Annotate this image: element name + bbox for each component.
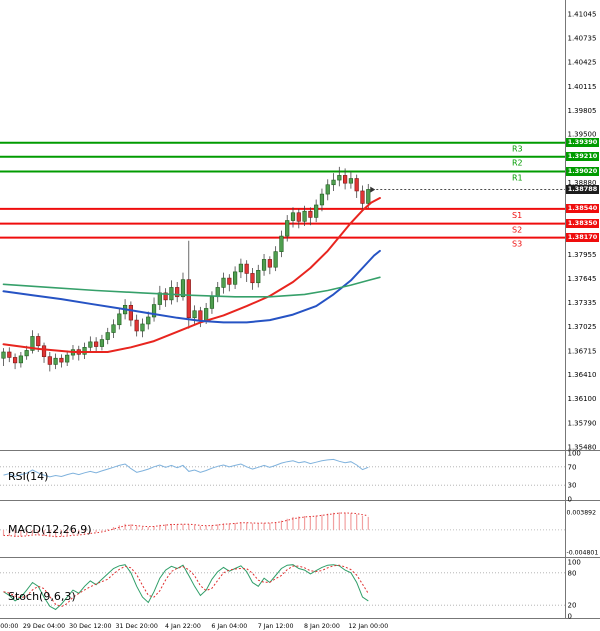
time-tick-label: 4 Jan 22:00 xyxy=(165,623,201,630)
indicator-gridlines xyxy=(0,466,565,606)
support-line-label: S3 xyxy=(512,240,522,249)
time-tick-label: 12 Jan 00:00 xyxy=(348,623,388,630)
time-tick-label: 00:00 xyxy=(0,623,18,630)
svg-text:30: 30 xyxy=(568,482,577,490)
svg-text:20: 20 xyxy=(568,602,577,610)
price-marker-arrow xyxy=(370,186,376,193)
svg-text:100: 100 xyxy=(568,559,581,567)
price-tick-label: 1.36100 xyxy=(568,395,597,403)
time-axis-labels: 00:00 29 Dec 04:00 30 Dec 12:00 31 Dec 20:0… xyxy=(0,623,388,630)
svg-text:100: 100 xyxy=(568,450,581,458)
resistance-line-label: R1 xyxy=(512,174,523,183)
time-tick-label: 7 Jan 12:00 xyxy=(258,623,294,630)
price-tick-label: 1.40425 xyxy=(568,59,597,67)
current-price-label: 1.38788 xyxy=(566,185,599,195)
svg-text:0: 0 xyxy=(568,496,572,504)
s2-price-label: 1.38350 xyxy=(566,219,599,229)
price-tick-label: 1.37025 xyxy=(568,323,597,331)
price-tick-label: 1.40735 xyxy=(568,35,597,43)
price-tick-label: 1.41045 xyxy=(568,11,597,19)
stoch-panel-label: Stoch(9,6,3) xyxy=(8,590,76,603)
price-tick-label: 1.37335 xyxy=(568,299,597,307)
price-tick-label: 1.36410 xyxy=(568,371,597,379)
price-tick-label: 1.35790 xyxy=(568,419,597,427)
s3-price-label: 1.38170 xyxy=(566,233,599,243)
pivot-lines: R3 R2 R1 S1 S2 S3 xyxy=(0,141,565,249)
stochastic-series xyxy=(3,564,369,611)
rsi-panel-label: RSI(14) xyxy=(8,470,49,483)
time-tick-label: 31 Dec 20:00 xyxy=(115,623,157,630)
resistance-line-label: R2 xyxy=(512,159,523,168)
r1-price-label: 1.39020 xyxy=(566,167,599,177)
time-tick-label: 30 Dec 12:00 xyxy=(69,623,111,630)
macd-panel-label: MACD(12,26,9) xyxy=(8,523,92,536)
price-tick-label: 1.36715 xyxy=(568,347,597,355)
price-tick-label: 1.39500 xyxy=(568,131,597,139)
price-axis-labels: 1.41045 1.40735 1.40425 1.40115 1.39805 1.395… xyxy=(568,11,597,452)
s1-price-label: 1.38540 xyxy=(566,204,599,214)
svg-text:0: 0 xyxy=(568,613,572,621)
price-tick-label: 1.37955 xyxy=(568,251,597,259)
ma-fast-red xyxy=(2,197,381,353)
r3-price-label: 1.39390 xyxy=(566,138,599,148)
price-tick-label: 1.35480 xyxy=(568,443,597,451)
svg-text:70: 70 xyxy=(568,463,577,471)
price-tick-label: 1.37645 xyxy=(568,275,597,283)
rsi-line xyxy=(3,458,369,478)
r2-price-label: 1.39210 xyxy=(566,152,599,162)
current-price-line xyxy=(370,186,565,193)
resistance-line-label: R3 xyxy=(512,145,523,154)
ma-slow-green xyxy=(2,276,381,298)
svg-text:0.003892: 0.003892 xyxy=(567,509,597,516)
support-line-label: S1 xyxy=(512,211,522,220)
indicator-axis-labels: 100 70 30 0 0.003892 -0.004801 100 80 20 0 xyxy=(567,450,599,621)
candlestick-series xyxy=(1,166,371,372)
support-line-label: S2 xyxy=(512,226,522,235)
price-tick-label: 1.38880 xyxy=(568,179,597,187)
ma-mid-blue xyxy=(2,249,381,324)
time-tick-label: 29 Dec 04:00 xyxy=(23,623,65,630)
svg-text:-0.004801: -0.004801 xyxy=(567,550,599,557)
time-tick-label: 6 Jan 04:00 xyxy=(211,623,247,630)
price-tick-label: 1.40115 xyxy=(568,83,597,91)
time-tick-label: 8 Jan 20:00 xyxy=(304,623,340,630)
svg-text:80: 80 xyxy=(568,569,577,577)
macd-series xyxy=(2,512,369,538)
price-tick-label: 1.39805 xyxy=(568,107,597,115)
